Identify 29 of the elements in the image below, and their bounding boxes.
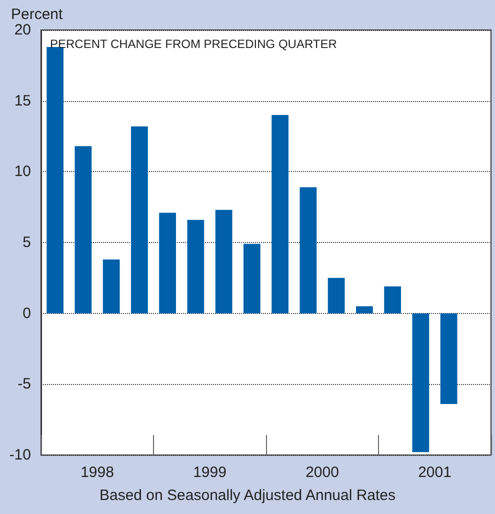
bar bbox=[440, 313, 458, 404]
bar bbox=[187, 220, 204, 314]
y-tick-label: 5 bbox=[22, 234, 31, 251]
y-tick-label: 10 bbox=[14, 163, 31, 180]
y-tick-label: -10 bbox=[9, 446, 31, 464]
bar bbox=[102, 260, 120, 314]
x-axis-title: Based on Seasonally Adjusted Annual Rates bbox=[99, 487, 396, 504]
bar bbox=[412, 313, 430, 452]
y-tick-label: 0 bbox=[22, 304, 31, 322]
bar bbox=[159, 212, 176, 314]
y-tick-label: -5 bbox=[18, 376, 31, 393]
bar bbox=[384, 286, 401, 314]
bar bbox=[300, 187, 317, 314]
y-axis-title: Percent bbox=[11, 6, 64, 23]
x-tick-label: 2001 bbox=[418, 464, 452, 481]
x-tick-label: 1998 bbox=[80, 464, 114, 481]
bar bbox=[215, 210, 232, 314]
x-tick-label: 2000 bbox=[306, 464, 339, 481]
bar bbox=[356, 306, 373, 314]
y-tick-label: 15 bbox=[14, 92, 31, 110]
bar bbox=[74, 146, 92, 314]
bar bbox=[328, 278, 345, 314]
bar bbox=[272, 115, 288, 314]
y-tick-label: 20 bbox=[14, 22, 31, 38]
bar bbox=[244, 244, 260, 314]
bar bbox=[46, 47, 64, 314]
text: PERCENT CHANGE FROM PRECEDING QUARTER bbox=[50, 37, 338, 51]
x-tick-label: 1999 bbox=[193, 464, 226, 481]
bar bbox=[131, 126, 148, 314]
